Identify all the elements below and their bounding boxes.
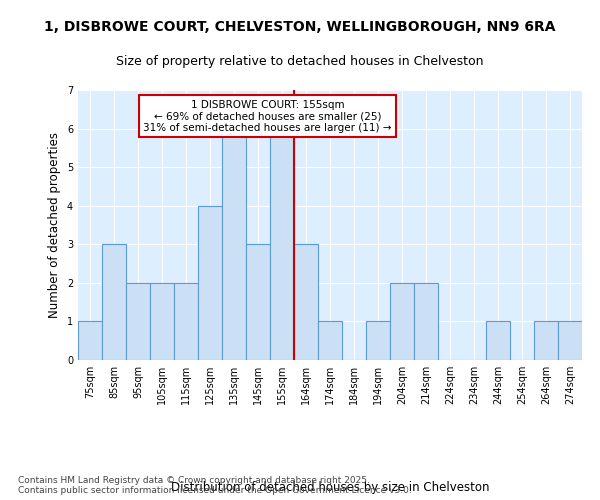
Text: Contains HM Land Registry data © Crown copyright and database right 2025.
Contai: Contains HM Land Registry data © Crown c… bbox=[18, 476, 412, 495]
Y-axis label: Number of detached properties: Number of detached properties bbox=[49, 132, 61, 318]
Bar bbox=[486, 322, 510, 360]
Bar bbox=[414, 283, 438, 360]
Bar bbox=[150, 283, 174, 360]
Bar bbox=[102, 244, 126, 360]
Bar bbox=[318, 322, 342, 360]
Bar bbox=[270, 128, 294, 360]
Bar bbox=[222, 128, 246, 360]
Bar bbox=[366, 322, 390, 360]
Bar bbox=[174, 283, 198, 360]
Bar bbox=[198, 206, 222, 360]
X-axis label: Distribution of detached houses by size in Chelveston: Distribution of detached houses by size … bbox=[171, 480, 489, 494]
Bar bbox=[534, 322, 558, 360]
Text: 1, DISBROWE COURT, CHELVESTON, WELLINGBOROUGH, NN9 6RA: 1, DISBROWE COURT, CHELVESTON, WELLINGBO… bbox=[44, 20, 556, 34]
Bar bbox=[126, 283, 150, 360]
Bar bbox=[558, 322, 582, 360]
Bar bbox=[78, 322, 102, 360]
Bar bbox=[246, 244, 270, 360]
Text: 1 DISBROWE COURT: 155sqm
← 69% of detached houses are smaller (25)
31% of semi-d: 1 DISBROWE COURT: 155sqm ← 69% of detach… bbox=[143, 100, 392, 133]
Bar bbox=[390, 283, 414, 360]
Text: Size of property relative to detached houses in Chelveston: Size of property relative to detached ho… bbox=[116, 55, 484, 68]
Bar bbox=[294, 244, 318, 360]
